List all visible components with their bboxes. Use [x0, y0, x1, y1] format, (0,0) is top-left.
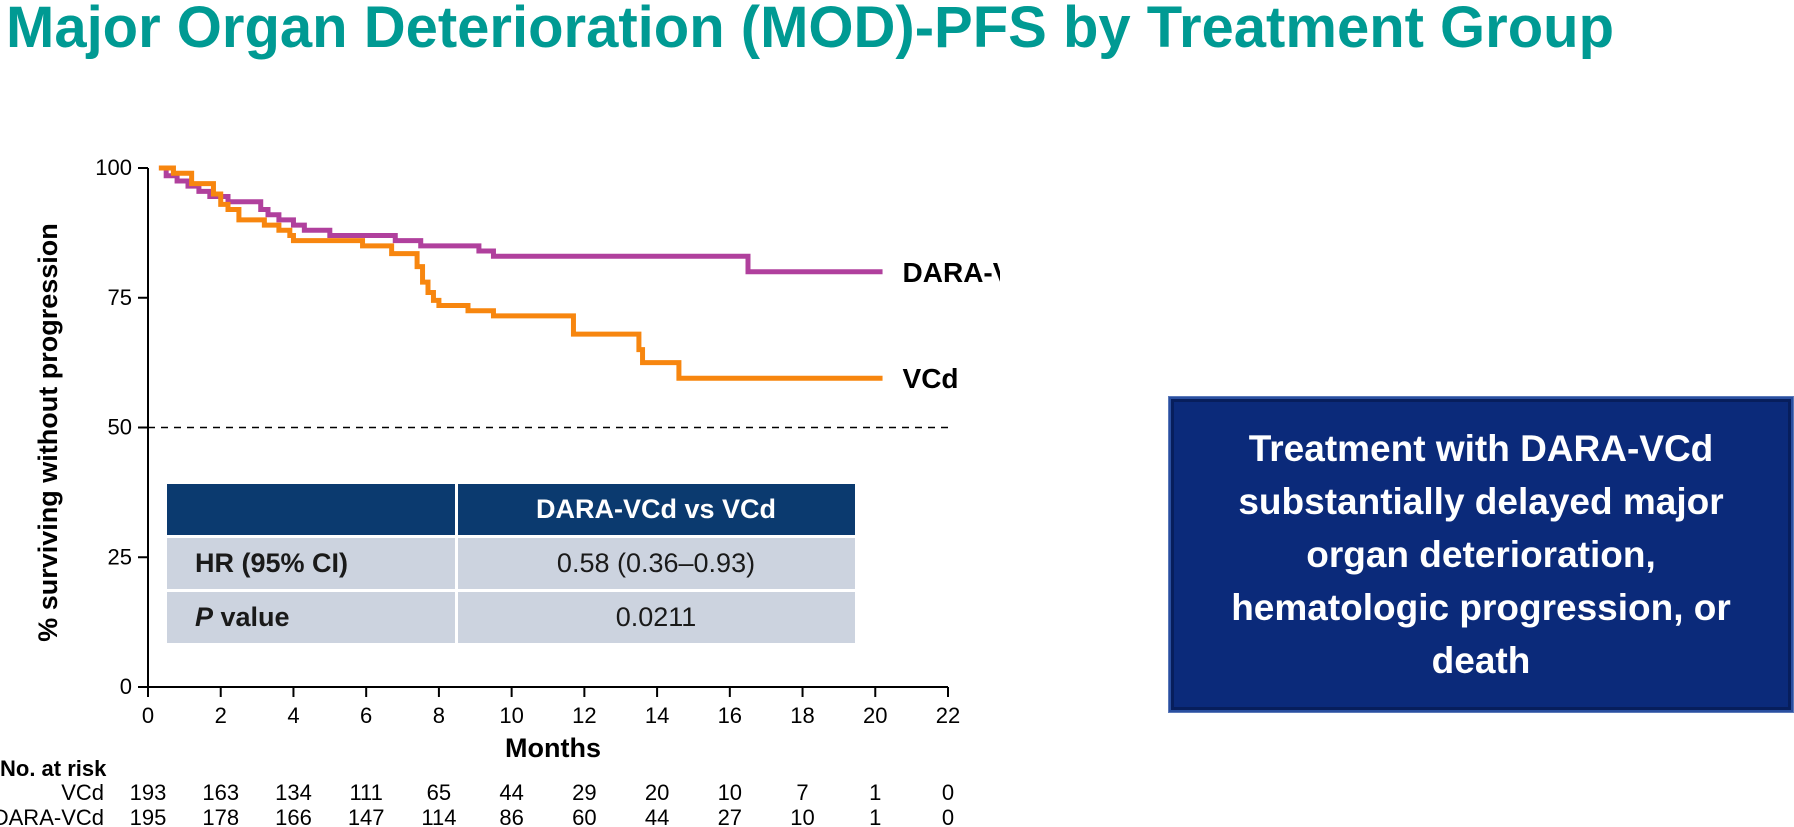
risk-cell: 147: [348, 805, 385, 827]
x-tick-label: 22: [936, 703, 960, 728]
risk-cell: 29: [572, 780, 596, 805]
risk-cell: 163: [202, 780, 239, 805]
hazard-ratio-table: DARA-VCd vs VCd HR (95% CI) 0.58 (0.36–0…: [167, 484, 855, 643]
risk-cell: 86: [499, 805, 523, 827]
risk-cell: 44: [499, 780, 523, 805]
risk-cell: 1: [869, 780, 881, 805]
x-tick-label: 4: [287, 703, 299, 728]
risk-cell: 60: [572, 805, 596, 827]
y-tick-label: 0: [120, 674, 132, 699]
risk-cell: 166: [275, 805, 312, 827]
risk-table-heading: No. at risk: [0, 756, 107, 781]
callout-text: Treatment with DARA-VCd substantially de…: [1231, 428, 1731, 681]
chart-title: Major Organ Deterioration (MOD)-PFS by T…: [6, 0, 1615, 60]
x-tick-label: 10: [499, 703, 523, 728]
risk-cell: 20: [645, 780, 669, 805]
x-tick-label: 20: [863, 703, 887, 728]
series-line-vcd: [158, 165, 883, 381]
risk-cell: 27: [718, 805, 742, 827]
risk-row-label: VCd: [61, 780, 104, 805]
chart-axes: 0 25 50 75 100 0 2 4 6 8 10 12 14 16 18 20 22 Months % sur…: [33, 155, 960, 763]
table-header-row: DARA-VCd vs VCd: [167, 484, 855, 537]
x-tick-label: 6: [360, 703, 372, 728]
hr-value: 0.58 (0.36–0.93): [456, 535, 855, 591]
chart-labels: DARA-VCd VCd: [903, 257, 1000, 394]
risk-cell: 0: [942, 805, 954, 827]
risk-cell: 1: [869, 805, 881, 827]
risk-cell: 10: [790, 805, 814, 827]
x-tick-label: 18: [790, 703, 814, 728]
risk-cell: 10: [718, 780, 742, 805]
risk-cell: 134: [275, 780, 312, 805]
series-label-dara-vcd: DARA-VCd: [903, 257, 1000, 288]
risk-cell: 111: [349, 780, 382, 805]
p-value: 0.0211: [456, 589, 855, 643]
y-tick-label: 50: [108, 415, 132, 440]
chart-series: [158, 165, 883, 381]
p-italic: P: [195, 602, 214, 632]
risk-row-label: DARA-VCd: [0, 805, 104, 827]
risk-cell: 7: [796, 780, 808, 805]
y-axis-title: % surviving without progression: [33, 223, 63, 642]
x-axis-title: Months: [505, 733, 601, 763]
conclusion-callout: Treatment with DARA-VCd substantially de…: [1169, 397, 1793, 712]
p-value-label: P value: [167, 589, 458, 643]
risk-cell: 195: [130, 805, 167, 827]
p-label-rest: value: [213, 602, 290, 632]
y-tick-label: 75: [108, 285, 132, 310]
x-tick-label: 0: [142, 703, 154, 728]
x-tick-label: 12: [572, 703, 596, 728]
risk-cell: 114: [421, 805, 456, 827]
x-tick-label: 8: [433, 703, 445, 728]
risk-cell: 193: [130, 780, 167, 805]
x-tick-label: 14: [645, 703, 669, 728]
series-label-vcd: VCd: [903, 363, 959, 394]
hr-label: HR (95% CI): [167, 535, 458, 591]
table-header-comparison: DARA-VCd vs VCd: [456, 484, 855, 537]
table-header-empty: [167, 484, 458, 537]
series-line-dara-vcd: [158, 165, 883, 275]
x-tick-label: 2: [215, 703, 227, 728]
risk-cell: 44: [645, 805, 669, 827]
x-tick-label: 16: [718, 703, 742, 728]
risk-cell: 65: [427, 780, 451, 805]
y-tick-label: 100: [95, 155, 132, 180]
y-tick-label: 25: [108, 544, 132, 569]
risk-cell: 0: [942, 780, 954, 805]
table-row: P value 0.0211: [167, 589, 855, 643]
table-row: HR (95% CI) 0.58 (0.36–0.93): [167, 535, 855, 591]
risk-cell: 178: [202, 805, 239, 827]
